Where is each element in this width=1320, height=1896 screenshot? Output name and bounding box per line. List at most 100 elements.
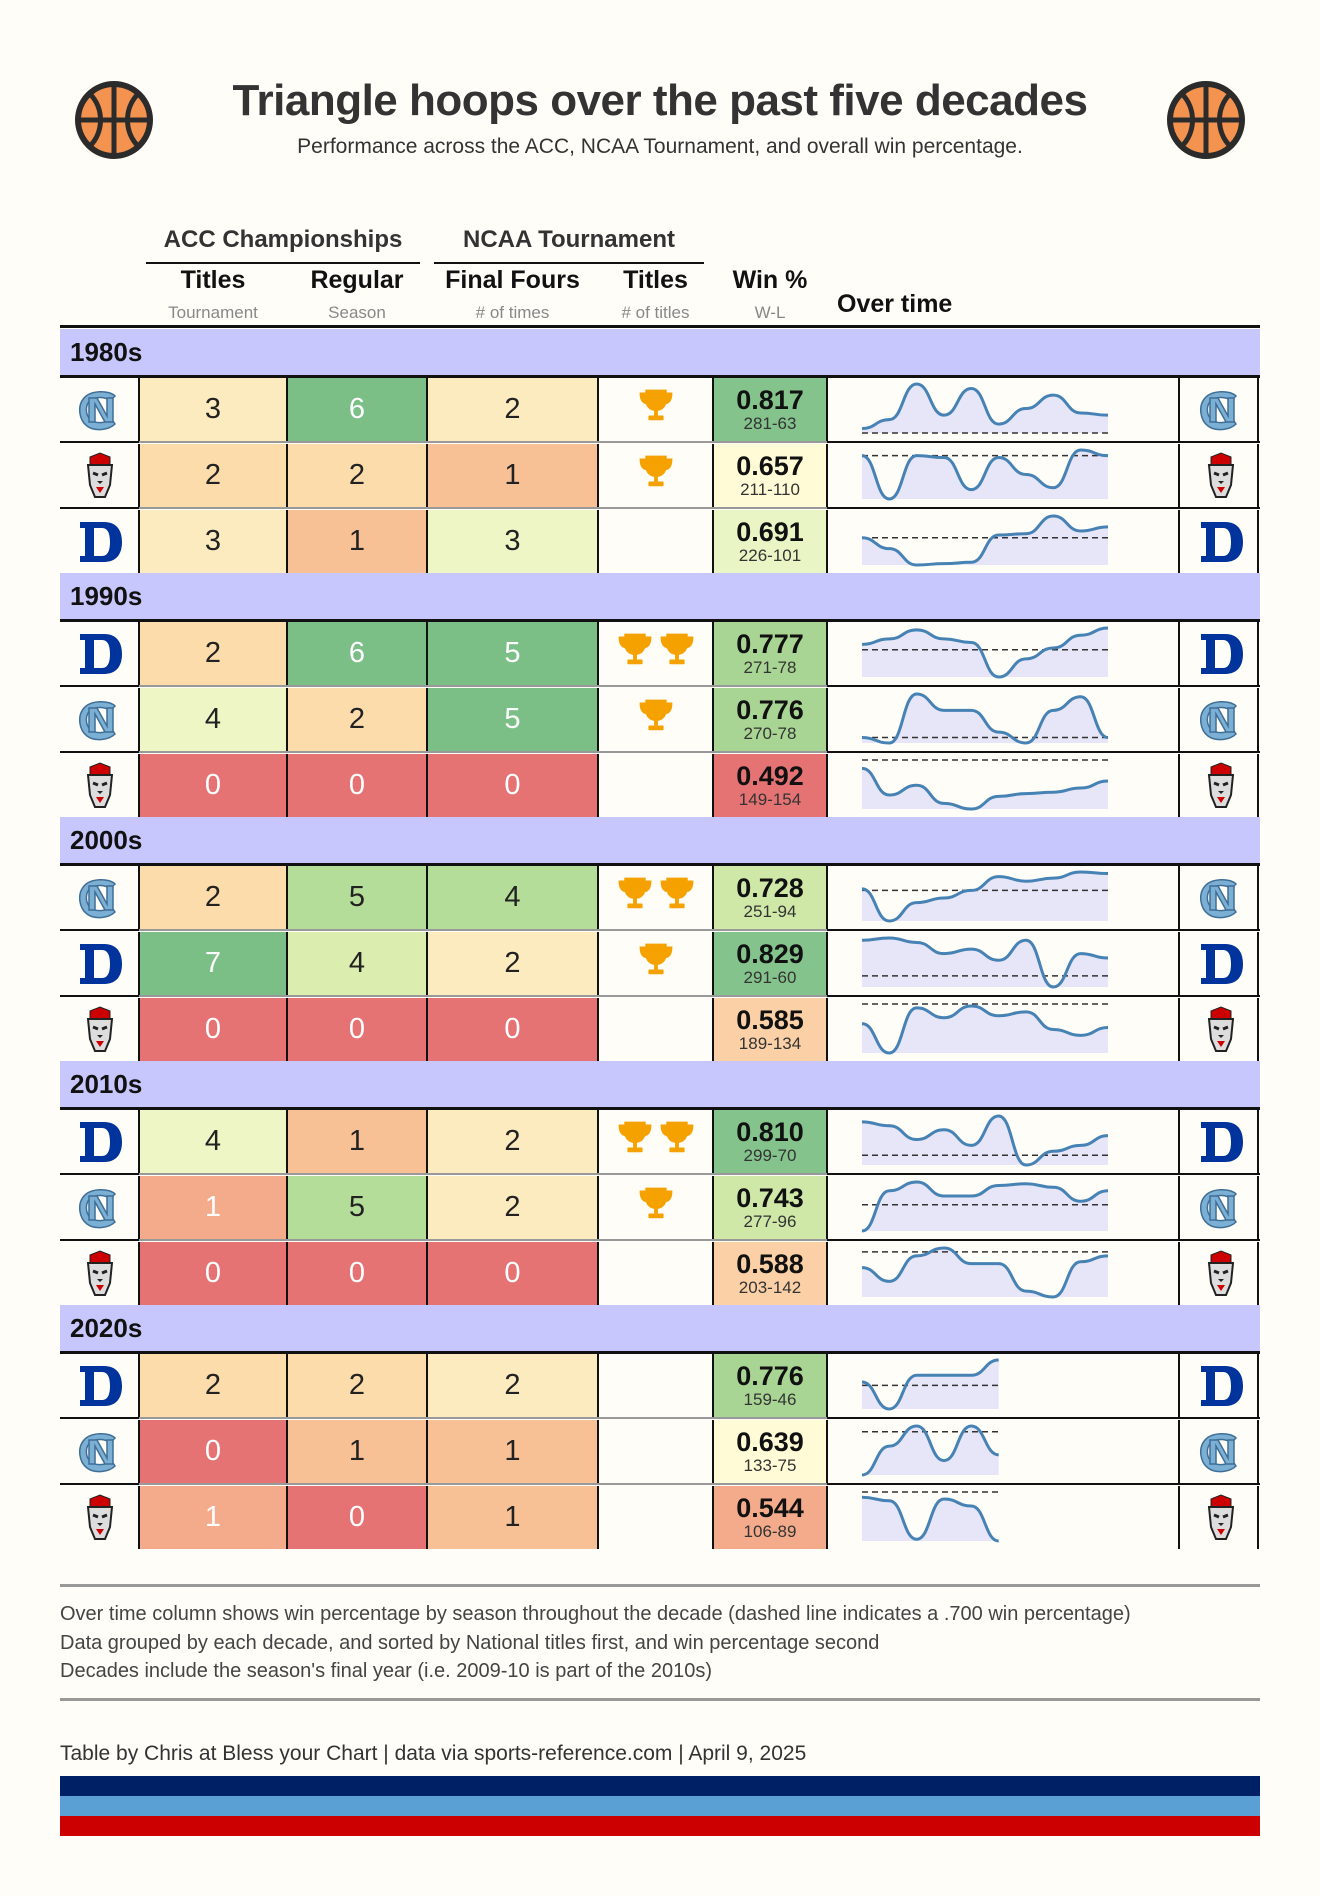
team-logo-unc xyxy=(1181,866,1260,929)
decade-label: 1980s xyxy=(70,337,143,367)
row-divider xyxy=(139,1173,827,1175)
team-logo-unc xyxy=(60,1420,139,1483)
column-divider xyxy=(597,510,599,573)
header-rule xyxy=(60,325,1260,328)
trend-area xyxy=(862,1426,999,1475)
win-loss: 211-110 xyxy=(740,479,800,499)
final-fours-cell: 2 xyxy=(427,932,598,995)
final-fours-cell: 5 xyxy=(427,688,598,751)
decade-rule xyxy=(60,1351,1260,1354)
win-pct: 0.776 xyxy=(736,695,804,726)
win-pct-cell: 0.776 270-78 xyxy=(713,688,827,751)
trend-area xyxy=(862,1116,1108,1165)
win-pct-cell: 0.585 189-134 xyxy=(713,998,827,1061)
page-title: Triangle hoops over the past five decade… xyxy=(232,76,1088,125)
column-divider xyxy=(597,1354,599,1417)
decade-label: 2010s xyxy=(70,1069,143,1099)
column-divider xyxy=(826,378,828,441)
team-logo-unc xyxy=(60,378,139,441)
column-divider xyxy=(286,622,288,685)
trend-area xyxy=(862,1182,1108,1231)
win-loss: 291-60 xyxy=(743,967,797,987)
column-divider xyxy=(826,1110,828,1173)
trend-line xyxy=(861,1358,999,1411)
column-divider xyxy=(712,998,714,1061)
column-divider xyxy=(286,998,288,1061)
column-divider xyxy=(426,1110,428,1173)
column-divider xyxy=(597,1176,599,1239)
regular-season-cell: 1 xyxy=(287,1110,427,1173)
column-divider xyxy=(826,932,828,995)
column-divider xyxy=(286,444,288,507)
stripe-red xyxy=(60,1816,1260,1836)
acc-titles-cell: 0 xyxy=(139,1242,287,1305)
trend-sparkline xyxy=(861,1114,1109,1167)
column-divider xyxy=(1178,1242,1180,1305)
column-divider xyxy=(426,1486,428,1549)
basketball-icon xyxy=(75,81,153,159)
row-divider xyxy=(827,1239,1260,1241)
column-divider xyxy=(426,688,428,751)
win-loss: 251-94 xyxy=(743,901,797,921)
regular-season-cell: 1 xyxy=(287,1420,427,1483)
column-divider xyxy=(1257,1242,1259,1305)
acc-titles-cell: 4 xyxy=(139,1110,287,1173)
row-divider xyxy=(60,1239,139,1241)
column-divider xyxy=(712,1242,714,1305)
col-ncaa-titles-sub: # of titles xyxy=(621,303,690,322)
trophy-icon xyxy=(658,875,696,921)
column-divider xyxy=(1257,1110,1259,1173)
team-logo-unc xyxy=(60,866,139,929)
column-divider xyxy=(597,444,599,507)
win-pct: 0.588 xyxy=(736,1249,804,1280)
trend-sparkline xyxy=(861,1491,1000,1543)
column-divider xyxy=(826,1176,828,1239)
footer-rule xyxy=(60,1584,1260,1587)
column-divider xyxy=(712,444,714,507)
win-loss: 189-134 xyxy=(738,1033,802,1053)
note: Decades include the season's final year … xyxy=(60,1660,712,1682)
column-divider xyxy=(286,688,288,751)
column-divider xyxy=(597,754,599,817)
column-divider xyxy=(1257,688,1259,751)
final-fours-cell: 5 xyxy=(427,622,598,685)
row-divider xyxy=(827,1173,1260,1175)
win-loss: 226-101 xyxy=(738,545,802,565)
trend-area xyxy=(862,1005,1108,1053)
trend-sparkline xyxy=(861,1358,999,1411)
regular-season-cell: 5 xyxy=(287,866,427,929)
row-divider xyxy=(139,441,827,443)
column-divider xyxy=(1257,998,1259,1061)
column-divider xyxy=(138,1354,140,1417)
row-divider xyxy=(60,1483,139,1485)
win-loss: 159-46 xyxy=(743,1389,797,1409)
column-divider xyxy=(712,866,714,929)
team-logo-duke xyxy=(1181,932,1260,995)
trend-area xyxy=(862,1248,1108,1297)
column-divider xyxy=(597,866,599,929)
note: Data grouped by each decade, and sorted … xyxy=(60,1632,880,1654)
decade-rule xyxy=(60,375,1260,378)
trend-line xyxy=(861,1495,1000,1543)
win-pct: 0.639 xyxy=(736,1427,804,1458)
column-divider xyxy=(1178,444,1180,507)
column-divider xyxy=(1257,932,1259,995)
row-divider xyxy=(139,1417,827,1419)
column-divider xyxy=(826,688,828,751)
regular-season-cell: 0 xyxy=(287,754,427,817)
trend-sparkline xyxy=(861,1003,1109,1055)
trend-line xyxy=(861,936,1109,989)
column-divider xyxy=(1257,622,1259,685)
column-divider xyxy=(426,932,428,995)
ncaa-titles-cell xyxy=(598,1354,713,1417)
trend-line xyxy=(861,1114,1109,1167)
column-divider xyxy=(286,1176,288,1239)
win-pct-cell: 0.817 281-63 xyxy=(713,378,827,441)
column-divider xyxy=(712,622,714,685)
trophy-icon xyxy=(637,697,675,743)
trophy-icon xyxy=(616,875,654,921)
ncaa-titles-cell xyxy=(598,1420,713,1483)
row-divider xyxy=(139,995,827,997)
win-loss: 281-63 xyxy=(743,413,797,433)
col-titles-sub: Tournament xyxy=(168,303,258,322)
